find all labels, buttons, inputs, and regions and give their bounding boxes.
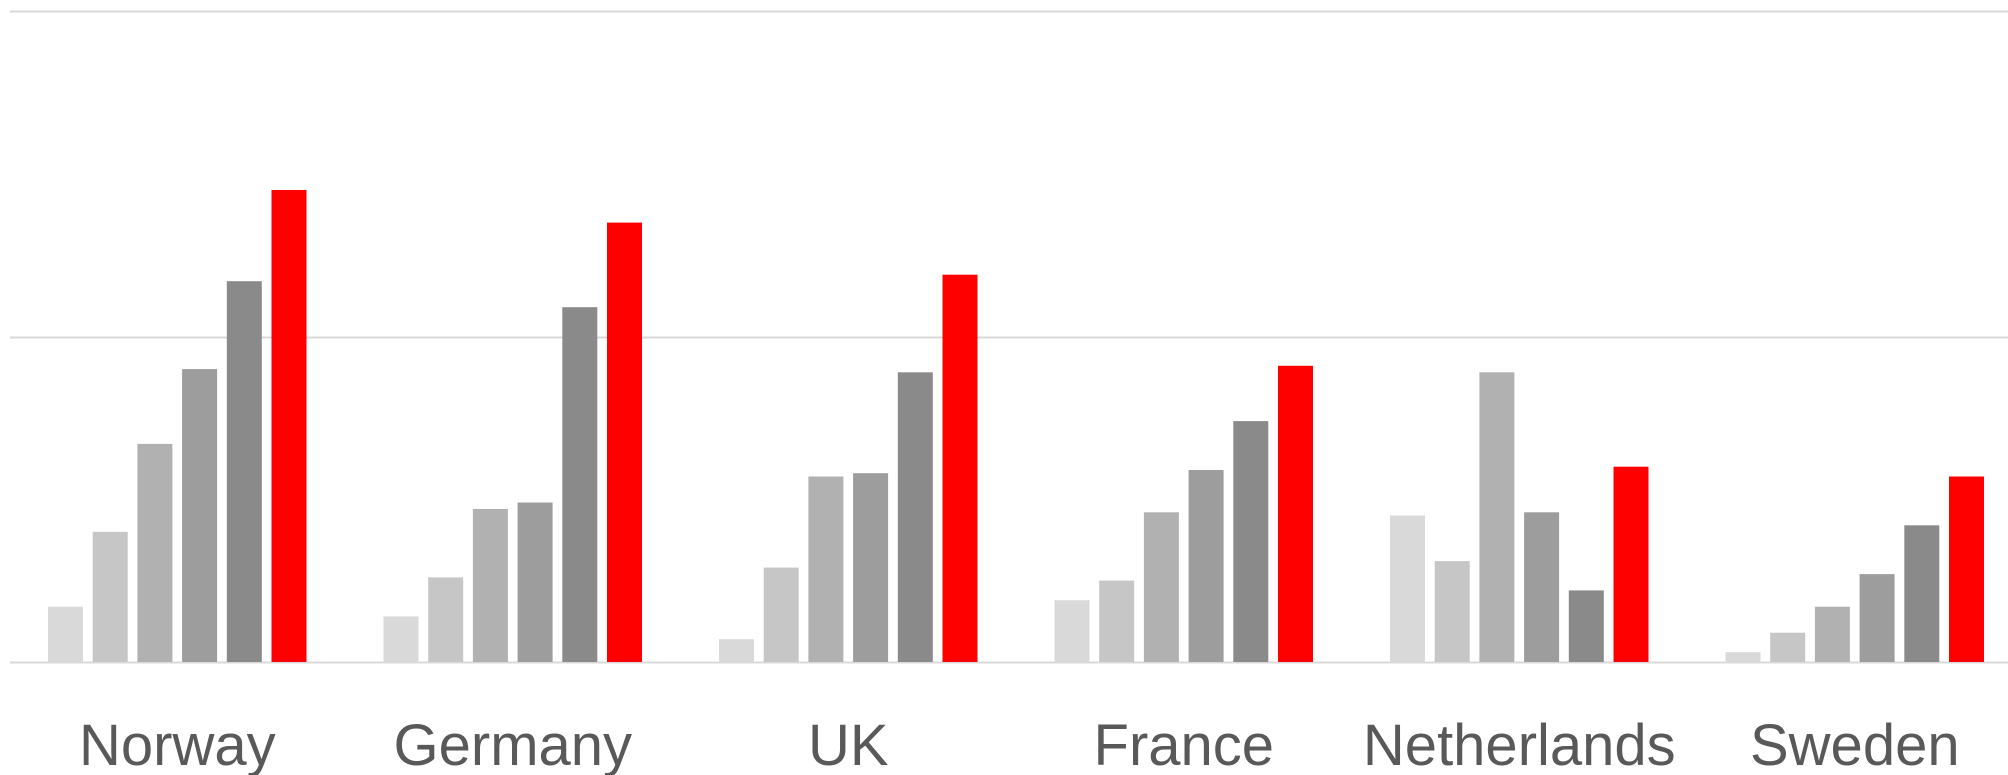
x-tick-label-germany: Germany [394,713,633,775]
bar-france-1 [1054,600,1090,662]
bar-germany-4 [517,502,553,662]
bar-france-4 [1188,470,1224,662]
bar-germany-5 [562,307,598,662]
bar-netherlands-1 [1390,515,1425,662]
bar-norway-5 [226,281,262,662]
bar-germany-2 [428,577,464,662]
bar-norway-1 [48,606,83,662]
bar-germany-3 [472,509,508,662]
bar-sweden-1 [1725,652,1761,662]
bar-norway-3 [137,443,173,662]
bar-sweden-2 [1770,632,1806,662]
bar-netherlands-4 [1524,512,1560,662]
x-tick-label-norway: Norway [79,713,276,775]
bar-uk-3 [808,476,844,662]
bar-sweden-3 [1814,606,1850,662]
x-tick-label-france: France [1094,713,1275,775]
x-tick-labels: Norway Germany UK France Netherlands Sweden [79,713,1960,775]
bar-uk-4 [853,473,889,662]
gridlines [10,10,2008,664]
bar-germany-6 [607,222,642,662]
bar-netherlands-5 [1568,590,1604,662]
bar-sweden-4 [1859,574,1895,662]
bar-france-2 [1099,580,1135,662]
bar-sweden-6 [1949,476,1984,662]
bar-norway-4 [182,369,218,662]
x-tick-label-sweden: Sweden [1750,713,1960,775]
bar-germany-1 [383,616,419,662]
bar-uk-6 [942,274,978,662]
bar-netherlands-2 [1434,561,1470,662]
bar-netherlands-3 [1479,372,1515,662]
bar-uk-1 [719,639,754,662]
bars [48,190,1984,662]
bar-france-5 [1233,421,1269,662]
bar-norway-6 [271,190,307,662]
bar-uk-5 [897,372,933,662]
x-tick-label-uk: UK [808,713,889,775]
bar-norway-2 [92,531,128,662]
x-tick-label-netherlands: Netherlands [1363,713,1676,775]
bar-uk-2 [763,567,799,662]
bar-netherlands-6 [1613,466,1649,662]
bar-sweden-5 [1904,525,1940,662]
bar-france-3 [1143,512,1179,662]
bar-france-6 [1278,365,1313,662]
